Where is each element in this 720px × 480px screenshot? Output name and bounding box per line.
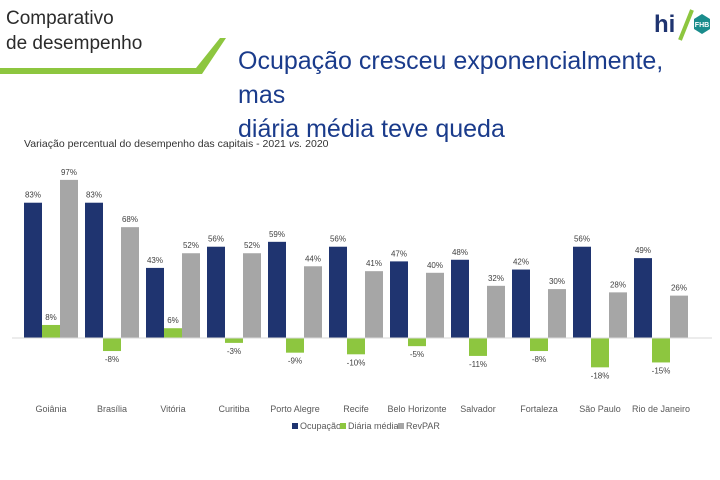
x-tick-label-10: Rio de Janeiro xyxy=(632,404,690,414)
bar-ocupacao-6 xyxy=(390,261,408,338)
legend-label-revpar: RevPAR xyxy=(406,421,440,431)
x-tick-label-0: Goiânia xyxy=(35,404,66,414)
data-label-diaria-media-3: -3% xyxy=(227,347,241,356)
data-label-revpar-6: 40% xyxy=(427,261,443,270)
data-label-revpar-0: 97% xyxy=(61,168,77,177)
headline-line2: diária média teve queda xyxy=(238,115,505,143)
legend-label-ocupacao: Ocupação xyxy=(300,421,341,431)
legend-swatch-revpar xyxy=(398,423,404,429)
bar-revpar-1 xyxy=(121,227,139,338)
bar-diaria-media-9 xyxy=(591,338,609,368)
bar-ocupacao-9 xyxy=(573,246,591,338)
chart-subtitle: Variação percentual do desempenho das ca… xyxy=(24,138,329,150)
x-tick-label-2: Vitória xyxy=(160,404,185,414)
data-label-ocupacao-8: 42% xyxy=(513,258,529,267)
data-label-ocupacao-2: 43% xyxy=(147,256,163,265)
data-label-revpar-4: 44% xyxy=(305,254,321,263)
data-label-ocupacao-4: 59% xyxy=(269,230,285,239)
data-label-revpar-3: 52% xyxy=(244,241,260,250)
data-label-ocupacao-0: 83% xyxy=(25,191,41,200)
bar-ocupacao-0 xyxy=(24,202,42,338)
bar-revpar-10 xyxy=(670,295,688,338)
bar-diaria-media-10 xyxy=(652,338,670,363)
bar-ocupacao-8 xyxy=(512,269,530,338)
bar-revpar-0 xyxy=(60,179,78,338)
bar-diaria-media-5 xyxy=(347,338,365,355)
data-label-diaria-media-7: -11% xyxy=(469,360,487,369)
bar-revpar-4 xyxy=(304,266,322,338)
section-title-line2: de desempenho xyxy=(6,33,143,54)
bar-ocupacao-5 xyxy=(329,246,347,338)
chart-subtitle-suffix: 2020 xyxy=(302,138,329,150)
data-label-ocupacao-1: 83% xyxy=(86,191,102,200)
data-label-ocupacao-6: 47% xyxy=(391,249,407,258)
data-label-diaria-media-9: -18% xyxy=(591,371,610,380)
data-label-diaria-media-5: -10% xyxy=(347,358,366,367)
data-label-revpar-8: 30% xyxy=(549,277,565,286)
chart-subtitle-prefix: Variação percentual do desempenho das ca… xyxy=(24,138,289,150)
data-label-ocupacao-10: 49% xyxy=(635,246,651,255)
data-label-diaria-media-1: -8% xyxy=(105,355,119,364)
data-label-diaria-media-8: -8% xyxy=(532,355,546,364)
x-tick-label-1: Brasília xyxy=(97,404,127,414)
data-label-revpar-7: 32% xyxy=(488,274,504,283)
data-label-revpar-5: 41% xyxy=(366,259,382,268)
data-label-revpar-2: 52% xyxy=(183,241,199,250)
data-label-diaria-media-4: -9% xyxy=(288,357,302,366)
x-tick-label-9: São Paulo xyxy=(579,404,621,414)
legend-label-diaria-media: Diária média xyxy=(348,421,399,431)
data-label-diaria-media-0: 8% xyxy=(45,313,57,322)
data-label-ocupacao-5: 56% xyxy=(330,235,346,244)
bar-revpar-5 xyxy=(365,271,383,338)
bar-revpar-7 xyxy=(487,285,505,338)
bar-diaria-media-2 xyxy=(164,328,182,338)
data-label-revpar-1: 68% xyxy=(122,215,138,224)
hi-fhb-logo: hi FHB xyxy=(652,6,712,44)
bar-ocupacao-3 xyxy=(207,246,225,338)
bar-diaria-media-6 xyxy=(408,338,426,347)
data-label-diaria-media-2: 6% xyxy=(167,316,179,325)
bar-diaria-media-4 xyxy=(286,338,304,353)
logo-badge-text: FHB xyxy=(695,22,709,29)
x-tick-label-5: Recife xyxy=(343,404,369,414)
headline-line1: Ocupação cresceu exponencialmente, mas xyxy=(238,47,664,109)
page-headline: Ocupação cresceu exponencialmente, mas d… xyxy=(238,44,708,146)
logo-text: hi xyxy=(654,11,675,38)
data-label-revpar-9: 28% xyxy=(610,280,626,289)
bar-revpar-3 xyxy=(243,253,261,338)
x-tick-label-8: Fortaleza xyxy=(520,404,558,414)
bar-diaria-media-3 xyxy=(225,338,243,343)
bar-revpar-2 xyxy=(182,253,200,338)
data-label-diaria-media-10: -15% xyxy=(652,366,671,375)
bar-revpar-9 xyxy=(609,292,627,338)
bar-ocupacao-7 xyxy=(451,259,469,338)
bar-chart: 83% 8% 97% Goiânia 83% -8% 68% Brasília 43% 6% 52%… xyxy=(12,168,712,431)
bar-revpar-8 xyxy=(548,289,566,338)
bar-ocupacao-2 xyxy=(146,267,164,338)
data-label-ocupacao-9: 56% xyxy=(574,235,590,244)
data-label-revpar-10: 26% xyxy=(671,284,687,293)
legend-swatch-diaria-media xyxy=(340,423,346,429)
bar-revpar-6 xyxy=(426,272,444,338)
legend-swatch-ocupacao xyxy=(292,423,298,429)
section-title-underline xyxy=(0,38,226,74)
bar-diaria-media-0 xyxy=(42,324,60,338)
section-title: Comparativo de desempenho xyxy=(6,6,142,56)
section-title-line1: Comparativo xyxy=(6,8,114,29)
x-tick-label-6: Belo Horizonte xyxy=(387,404,446,414)
bar-diaria-media-8 xyxy=(530,338,548,352)
data-label-ocupacao-3: 56% xyxy=(208,235,224,244)
bar-diaria-media-1 xyxy=(103,338,121,352)
bar-diaria-media-7 xyxy=(469,338,487,356)
x-tick-label-4: Porto Alegre xyxy=(270,404,320,414)
chart-subtitle-vs: vs. xyxy=(288,138,303,150)
bar-ocupacao-4 xyxy=(268,241,286,338)
data-label-ocupacao-7: 48% xyxy=(452,248,468,257)
bar-ocupacao-10 xyxy=(634,258,652,338)
bar-ocupacao-1 xyxy=(85,202,103,338)
data-label-diaria-media-6: -5% xyxy=(410,350,424,359)
x-tick-label-7: Salvador xyxy=(460,404,496,414)
x-tick-label-3: Curitiba xyxy=(218,404,249,414)
